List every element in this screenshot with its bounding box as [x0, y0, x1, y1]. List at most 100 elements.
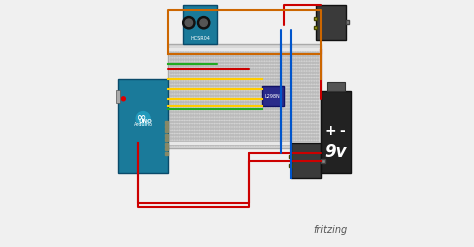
Circle shape: [178, 79, 179, 80]
Circle shape: [240, 141, 241, 143]
Circle shape: [202, 62, 204, 63]
Circle shape: [192, 124, 194, 126]
Circle shape: [302, 144, 304, 146]
Circle shape: [257, 131, 259, 133]
Circle shape: [270, 115, 271, 116]
Circle shape: [265, 59, 266, 60]
Circle shape: [295, 105, 296, 106]
Circle shape: [255, 69, 256, 70]
Circle shape: [255, 108, 256, 110]
Circle shape: [212, 62, 214, 63]
Circle shape: [312, 138, 314, 139]
Circle shape: [242, 118, 244, 120]
Circle shape: [257, 108, 259, 110]
Circle shape: [180, 56, 182, 57]
Circle shape: [220, 102, 221, 103]
Circle shape: [208, 69, 209, 70]
Circle shape: [302, 69, 304, 70]
Circle shape: [290, 144, 291, 146]
Circle shape: [200, 82, 201, 83]
Circle shape: [205, 52, 207, 54]
Circle shape: [310, 49, 311, 50]
Text: Arduino: Arduino: [134, 122, 153, 127]
Circle shape: [215, 121, 217, 123]
Circle shape: [275, 118, 276, 120]
Circle shape: [190, 98, 191, 100]
Circle shape: [185, 85, 187, 87]
Circle shape: [198, 56, 199, 57]
Circle shape: [260, 102, 261, 103]
Circle shape: [185, 65, 187, 67]
Circle shape: [235, 102, 237, 103]
Circle shape: [232, 102, 234, 103]
Circle shape: [220, 141, 221, 143]
Circle shape: [300, 138, 301, 139]
Circle shape: [237, 131, 239, 133]
Circle shape: [182, 17, 195, 29]
Circle shape: [292, 72, 294, 73]
Circle shape: [285, 124, 286, 126]
Circle shape: [290, 138, 291, 139]
Circle shape: [208, 134, 209, 136]
Circle shape: [208, 49, 209, 50]
Circle shape: [262, 128, 264, 129]
Circle shape: [178, 72, 179, 73]
Circle shape: [225, 131, 227, 133]
Circle shape: [307, 75, 309, 77]
Circle shape: [312, 144, 314, 146]
Circle shape: [170, 124, 172, 126]
Circle shape: [195, 56, 197, 57]
Circle shape: [185, 49, 187, 50]
Bar: [118, 79, 168, 173]
Circle shape: [230, 115, 231, 116]
Circle shape: [290, 65, 291, 67]
Circle shape: [310, 128, 311, 129]
Circle shape: [285, 49, 286, 50]
Circle shape: [252, 102, 254, 103]
Circle shape: [192, 121, 194, 123]
Circle shape: [230, 131, 231, 133]
Circle shape: [297, 134, 299, 136]
Circle shape: [202, 121, 204, 123]
Circle shape: [188, 98, 189, 100]
Circle shape: [292, 85, 294, 87]
Circle shape: [230, 56, 231, 57]
Circle shape: [295, 108, 296, 110]
Circle shape: [228, 108, 229, 110]
Circle shape: [285, 108, 286, 110]
Circle shape: [312, 111, 314, 113]
Circle shape: [192, 88, 194, 90]
Circle shape: [242, 82, 244, 83]
Circle shape: [275, 52, 276, 54]
Circle shape: [300, 49, 301, 50]
Circle shape: [210, 118, 211, 120]
Circle shape: [245, 102, 246, 103]
Circle shape: [283, 141, 284, 143]
Circle shape: [275, 141, 276, 143]
Circle shape: [297, 108, 299, 110]
Circle shape: [195, 134, 197, 136]
Circle shape: [188, 59, 189, 60]
Circle shape: [180, 108, 182, 110]
Circle shape: [292, 88, 294, 90]
Circle shape: [275, 49, 276, 50]
Circle shape: [255, 124, 256, 126]
Circle shape: [257, 111, 259, 113]
Circle shape: [235, 105, 237, 106]
Circle shape: [185, 131, 187, 133]
Circle shape: [283, 115, 284, 116]
Circle shape: [305, 144, 306, 146]
Circle shape: [280, 92, 281, 93]
Circle shape: [247, 105, 249, 106]
Circle shape: [252, 62, 254, 63]
Circle shape: [185, 138, 187, 139]
Circle shape: [273, 131, 274, 133]
Circle shape: [198, 124, 199, 126]
Circle shape: [312, 75, 314, 77]
Circle shape: [307, 95, 309, 97]
Circle shape: [202, 95, 204, 97]
Circle shape: [283, 111, 284, 113]
Circle shape: [287, 98, 289, 100]
Circle shape: [218, 141, 219, 143]
Circle shape: [287, 118, 289, 120]
